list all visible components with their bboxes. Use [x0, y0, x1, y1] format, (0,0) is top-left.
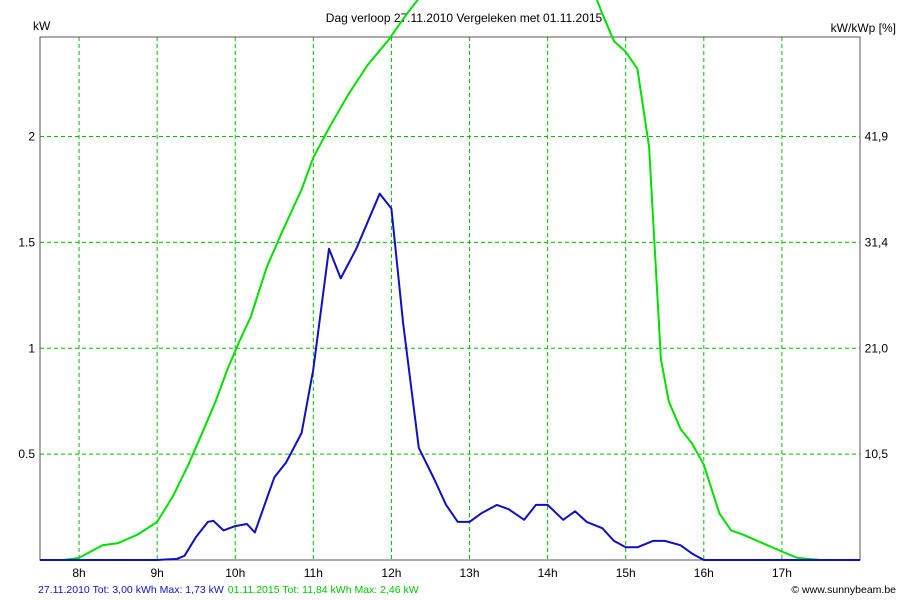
x-tick-label: 8h	[72, 566, 85, 580]
y-tick-label-left: 1	[28, 341, 35, 355]
x-tick-label: 13h	[460, 566, 480, 580]
legend-2015: 01.11.2015 Tot: 11,84 kWh Max: 2,46 kW	[228, 584, 419, 596]
series-line-27-11-2010	[40, 192, 860, 561]
copyright: © www.sunnybeam.be	[791, 584, 896, 596]
x-tick-label: 12h	[381, 566, 401, 580]
y-tick-label-left: 1.5	[18, 235, 35, 249]
y-axis-label-left: kW	[33, 19, 51, 33]
y-tick-label-right: 21,0	[865, 341, 889, 355]
legend-2010: 27.11.2010 Tot: 3,00 kWh Max: 1,73 kW	[38, 584, 224, 596]
x-tick-label: 15h	[616, 566, 636, 580]
x-tick-label: 17h	[772, 566, 792, 580]
tick-labels: 8h 9h 10h 11h 12h 13h 14h 15h 16h 17h 0.5 10,5 1 21,0…	[18, 130, 888, 580]
x-tick-label: 10h	[225, 566, 245, 580]
y-tick-label-right: 41,9	[865, 130, 889, 144]
series-group	[40, 0, 860, 561]
grid	[40, 37, 860, 560]
y-tick-label-right: 31,4	[865, 235, 889, 249]
x-tick-label: 9h	[150, 566, 163, 580]
y-tick-label-left: 0.5	[18, 447, 35, 461]
x-tick-label: 16h	[694, 566, 714, 580]
series-line-01-11-2015	[40, 0, 860, 561]
x-tick-label: 14h	[538, 566, 558, 580]
y-axis-label-right: kW/kWp [%]	[831, 21, 896, 35]
chart-title: Dag verloop 27.11.2010 Vergeleken met 01…	[326, 11, 603, 25]
y-tick-label-left: 2	[28, 130, 35, 144]
x-tick-label: 11h	[304, 566, 323, 580]
plot-area	[39, 36, 861, 561]
y-tick-label-right: 10,5	[865, 447, 889, 461]
